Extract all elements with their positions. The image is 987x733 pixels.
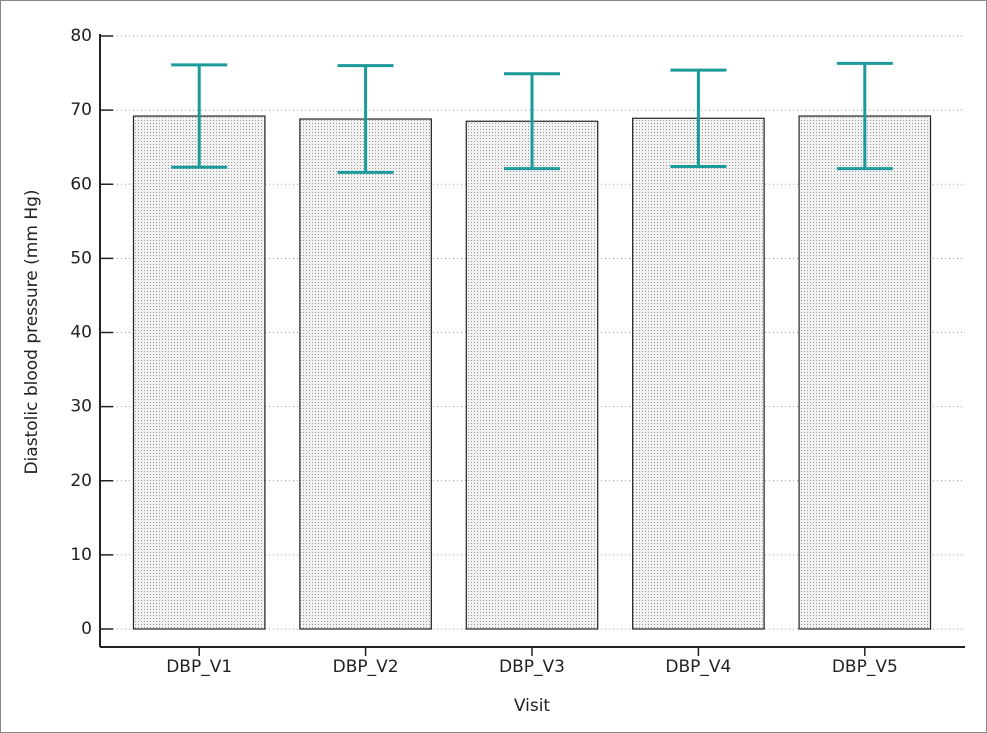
y-tick-label: 70 — [70, 100, 92, 120]
y-axis-label: Diastolic blood pressure (mm Hg) — [22, 189, 42, 474]
bar — [299, 118, 432, 630]
y-tick-label: 80 — [70, 26, 92, 46]
error-bar — [337, 64, 394, 174]
x-tick-label: DBP_V1 — [166, 657, 232, 677]
bar — [465, 120, 599, 630]
bar — [132, 115, 266, 630]
bar — [798, 115, 932, 630]
y-tick-label: 20 — [70, 471, 92, 491]
y-tick-label: 30 — [70, 397, 92, 417]
y-tick-label: 40 — [70, 323, 92, 343]
y-tick-label: 60 — [70, 174, 92, 194]
error-bar — [670, 68, 727, 168]
x-tick-label: DBP_V4 — [665, 657, 731, 677]
bar — [632, 117, 765, 630]
y-tick-label: 0 — [81, 619, 92, 639]
error-bar — [171, 63, 228, 169]
x-tick-label: DBP_V5 — [832, 657, 898, 677]
x-axis-label: Visit — [514, 696, 551, 716]
error-bar — [504, 72, 560, 171]
x-tick-label: DBP_V3 — [499, 657, 565, 677]
x-tick-label: DBP_V2 — [333, 657, 399, 677]
error-bar — [836, 61, 893, 171]
y-tick-label: 10 — [70, 545, 92, 565]
y-tick-label: 50 — [70, 248, 92, 268]
